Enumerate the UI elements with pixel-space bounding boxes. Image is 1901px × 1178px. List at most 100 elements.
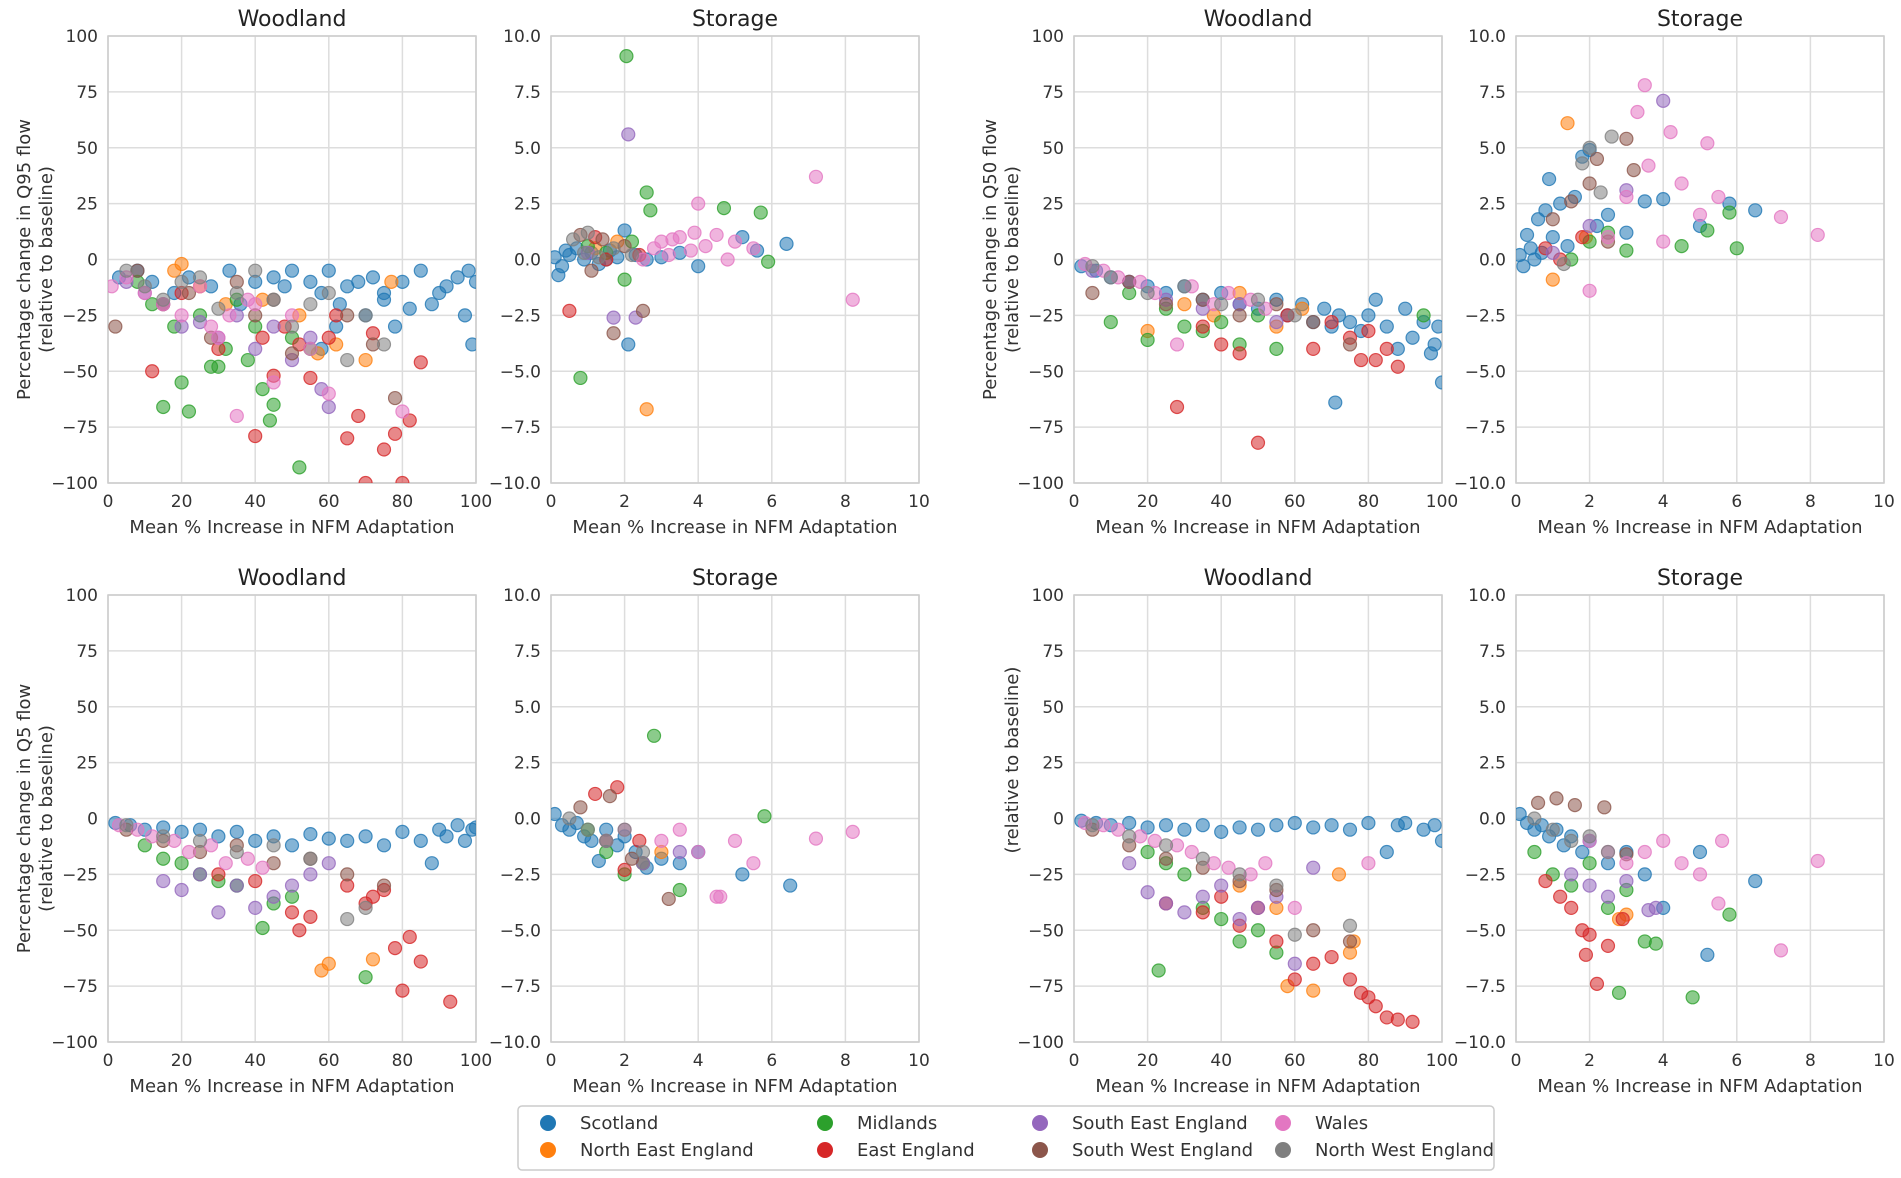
point-wales	[691, 196, 706, 211]
legend-marker	[1032, 1142, 1048, 1158]
point-scotland	[1398, 815, 1413, 831]
y-tick-label: −75	[62, 418, 98, 438]
point-north-west-england	[1250, 292, 1266, 307]
x-tick-label: 20	[1137, 1051, 1159, 1071]
point-wales	[1810, 227, 1825, 243]
point-midlands	[174, 856, 189, 871]
legend-item-east-england: East England	[817, 1140, 975, 1161]
point-scotland	[402, 301, 417, 316]
point-east-england	[1589, 976, 1605, 991]
point-south-west-england	[1158, 297, 1174, 312]
point-scotland	[1342, 314, 1358, 330]
point-north-west-england	[358, 900, 373, 916]
point-scotland	[1434, 375, 1442, 390]
point-wales	[1656, 234, 1671, 249]
point-north-west-england	[1158, 838, 1174, 853]
point-scotland	[1619, 225, 1634, 240]
point-north-west-england	[1582, 140, 1597, 155]
y-tick-label: −50	[1028, 362, 1064, 382]
y-tick-label: 7.5	[514, 642, 541, 662]
x-tick-label: 100	[460, 1051, 492, 1071]
point-east-england	[1287, 972, 1302, 987]
legend-item-scotland: Scotland	[540, 1113, 658, 1134]
point-midlands	[255, 920, 270, 936]
point-midlands	[716, 200, 732, 216]
point-scotland	[1250, 822, 1266, 837]
point-wales	[1169, 337, 1185, 352]
point-scotland	[376, 292, 392, 307]
point-wales	[691, 844, 706, 860]
point-north-west-england	[1575, 156, 1590, 171]
x-tick-label: 40	[1210, 492, 1232, 512]
point-midlands	[1269, 341, 1284, 356]
point-scotland	[551, 806, 562, 822]
point-wales	[1773, 209, 1789, 225]
x-tick-label: 20	[1137, 492, 1159, 512]
x-tick-label: 0	[103, 1051, 114, 1071]
panel-title: Storage	[692, 7, 778, 32]
point-scotland	[387, 319, 403, 334]
point-north-west-england	[1287, 308, 1302, 323]
y-tick-label: 2.5	[514, 754, 541, 774]
point-scotland	[1542, 171, 1557, 187]
legend-item-midlands: Midlands	[817, 1113, 937, 1134]
point-north-west-england	[562, 811, 577, 826]
point-wales	[687, 225, 702, 240]
y-tick-label: −25	[62, 865, 98, 885]
point-south-west-england	[1530, 795, 1546, 810]
legend-label: South East England	[1072, 1113, 1248, 1134]
point-north-east-england	[1331, 867, 1347, 882]
point-scotland	[277, 279, 292, 294]
point-east-england	[1538, 873, 1553, 889]
point-midlands	[255, 382, 270, 397]
x-tick-label: 40	[244, 1051, 266, 1071]
y-tick-label: 25	[76, 195, 98, 215]
point-midlands	[617, 272, 632, 287]
point-wales	[1674, 856, 1689, 871]
point-scotland	[1427, 818, 1442, 833]
point-north-west-england	[1564, 833, 1579, 848]
point-south-east-england	[284, 878, 300, 893]
y-tick-label: 50	[1042, 698, 1064, 718]
point-midlands	[1722, 205, 1737, 220]
y-tick-label: 7.5	[1479, 83, 1506, 103]
point-scotland	[691, 259, 706, 274]
point-wales	[255, 860, 270, 875]
point-north-east-england	[639, 402, 654, 417]
point-east-england	[1575, 230, 1590, 245]
point-scotland	[351, 274, 366, 289]
point-midlands	[1416, 308, 1431, 323]
point-wales	[665, 232, 680, 247]
x-axis-label: Mean % Increase in NFM Adaptation	[1095, 1076, 1420, 1097]
point-scotland	[321, 831, 336, 846]
point-south-east-england	[1619, 873, 1634, 889]
point-north-west-england	[635, 844, 651, 860]
legend-marker	[1275, 1142, 1291, 1158]
point-east-england	[562, 303, 577, 319]
point-east-england	[1214, 337, 1229, 352]
y-tick-label: 0.0	[1479, 251, 1506, 271]
point-north-west-england	[1140, 285, 1155, 301]
legend-label: North West England	[1315, 1140, 1494, 1161]
y-tick-label: −25	[62, 306, 98, 326]
point-east-england	[402, 929, 417, 945]
y-tick-label: 5.0	[1479, 698, 1506, 718]
point-wales	[1582, 283, 1597, 298]
panel-3: 0 20 40 60 80 100 100 75 50 25 0 −25 −50 −75 −100 Woodl…	[980, 7, 1458, 538]
point-scotland	[468, 274, 476, 289]
point-midlands	[1700, 223, 1715, 238]
point-midlands	[1729, 241, 1744, 256]
point-midlands	[1140, 844, 1155, 860]
point-south-east-england	[1582, 218, 1597, 234]
point-scotland	[424, 297, 439, 312]
y-tick-label: −75	[62, 977, 98, 997]
point-east-england	[1195, 905, 1210, 920]
point-south-west-england	[387, 390, 403, 406]
x-tick-label: 20	[171, 492, 193, 512]
point-midlands	[672, 882, 687, 898]
x-tick-label: 60	[318, 492, 340, 512]
y-axis-label: Percentage change in Q95 flow	[14, 119, 35, 400]
point-wales	[1656, 833, 1671, 848]
point-wales	[808, 169, 824, 184]
y-tick-label: 75	[76, 642, 98, 662]
